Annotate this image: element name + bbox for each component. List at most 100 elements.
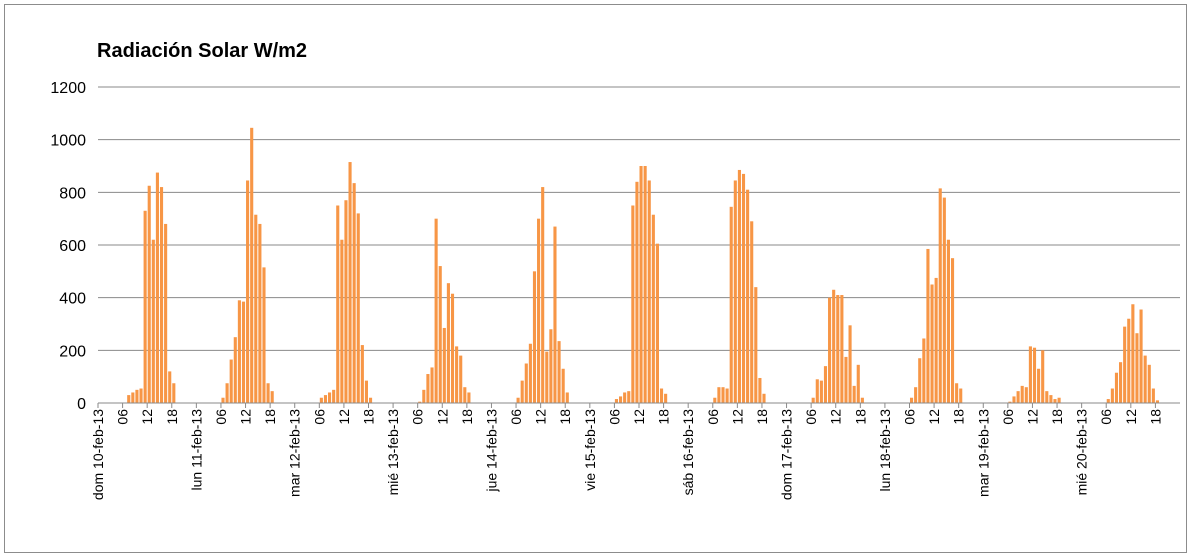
bar [545, 351, 549, 403]
bar [143, 210, 147, 403]
bar [918, 358, 922, 403]
grid-layer [98, 86, 1180, 351]
x-tick-label: 12 [336, 409, 352, 425]
bar [930, 284, 934, 403]
bar [627, 391, 631, 403]
bar [828, 297, 832, 403]
x-tick-label: 06 [803, 409, 819, 425]
y-tick-label: 800 [59, 185, 86, 202]
bar [356, 213, 360, 403]
bar [459, 355, 463, 403]
bar [848, 325, 852, 403]
y-tick-label: 1000 [50, 133, 86, 150]
x-tick-label: 18 [164, 409, 180, 425]
x-tick-label: 06 [508, 409, 524, 425]
bar [352, 183, 356, 403]
bar [147, 185, 151, 403]
bar [319, 397, 323, 403]
x-tick-label: lun 11-feb-13 [188, 409, 204, 491]
bar [635, 181, 639, 403]
bar [135, 389, 139, 403]
bar [221, 397, 225, 403]
x-tick-label: 06 [606, 409, 622, 425]
bar [664, 393, 668, 403]
bar [1151, 388, 1155, 403]
x-tick-label: 18 [754, 409, 770, 425]
bar [1143, 355, 1147, 403]
bar [631, 205, 635, 403]
chart-frame: Radiación Solar W/m2 0 200 400 600 800 1000 12… [4, 4, 1187, 553]
bar [844, 356, 848, 403]
bar [832, 289, 836, 403]
x-tick-label: 18 [262, 409, 278, 425]
x-tick-label: mar 19-feb-13 [975, 409, 991, 497]
bar [729, 206, 733, 403]
bar [241, 301, 246, 403]
bar [1155, 400, 1160, 403]
bar [619, 396, 623, 403]
bar [651, 214, 655, 403]
x-tick-label: sáb 16-feb-13 [680, 409, 696, 496]
bar [463, 387, 467, 403]
bar [430, 367, 434, 403]
bar [659, 388, 664, 403]
bar [262, 267, 266, 403]
bar [750, 221, 754, 403]
bar [450, 293, 455, 403]
x-tick-labels: dom 10-feb-13 06 12 18 lun 11-feb-13 06 12 18 ma… [90, 409, 1163, 500]
bar [1127, 318, 1131, 403]
x-tick-label: 18 [1147, 409, 1163, 425]
bar [1106, 399, 1110, 403]
bar [647, 180, 651, 403]
x-tick-label: 18 [557, 409, 573, 425]
bar [815, 379, 819, 403]
bar [717, 387, 721, 403]
x-tick-label: 06 [311, 409, 327, 425]
bar [713, 397, 717, 403]
bar [856, 364, 860, 403]
x-tick-label: mié 20-feb-13 [1074, 409, 1090, 496]
x-tick-label: 12 [926, 409, 942, 425]
y-tick-labels: 0 200 400 600 800 1000 1200 [50, 80, 86, 413]
x-tick-label: 18 [361, 409, 377, 425]
y-tick-label: 400 [59, 291, 86, 308]
bar [332, 389, 336, 403]
bar [754, 287, 758, 403]
bar [1049, 395, 1053, 403]
bar [1147, 364, 1151, 403]
bar [811, 397, 815, 403]
bar [733, 180, 737, 403]
bar [746, 189, 750, 403]
bar [819, 380, 823, 403]
bar [955, 383, 959, 403]
x-tick-label: 18 [852, 409, 868, 425]
bar [1114, 372, 1119, 403]
x-tick-label: 12 [434, 409, 450, 425]
x-tick-label: 12 [729, 409, 745, 425]
bar [741, 173, 746, 403]
x-tick-label: 06 [410, 409, 426, 425]
y-tick-label: 1200 [50, 80, 86, 97]
bar [549, 329, 553, 403]
bar [422, 389, 426, 403]
bar [909, 397, 914, 403]
bar [758, 377, 762, 403]
bar [159, 187, 164, 403]
bar [520, 380, 524, 403]
axis-layer [97, 402, 1180, 408]
bar [1119, 362, 1123, 403]
bar [762, 393, 766, 403]
x-tick-label: 06 [705, 409, 721, 425]
x-tick-label: mié 13-feb-13 [385, 409, 401, 496]
bar [959, 388, 963, 403]
bar [922, 338, 926, 403]
bar [270, 391, 274, 403]
bar [434, 218, 438, 403]
bar [1024, 387, 1028, 403]
x-tick-label: 18 [951, 409, 967, 425]
bar [237, 300, 241, 403]
x-tick-label: dom 17-feb-13 [779, 409, 795, 500]
bar [1045, 391, 1049, 403]
bar [860, 397, 864, 403]
bar [1110, 388, 1114, 403]
